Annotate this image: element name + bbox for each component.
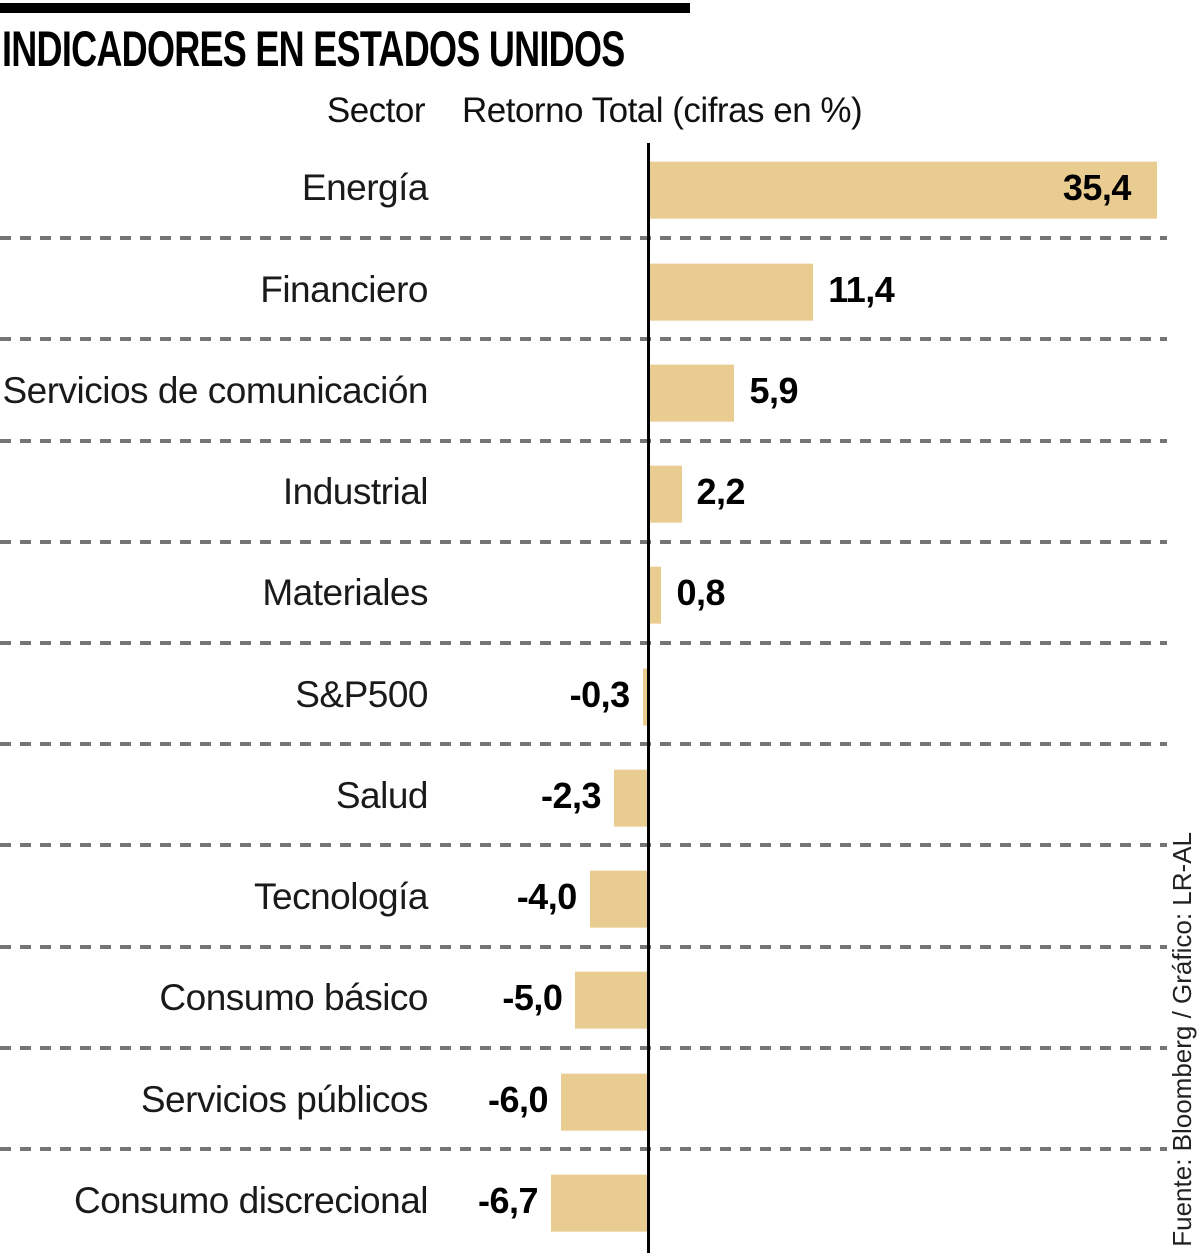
page-title: INDICADORES EN ESTADOS UNIDOS [2,21,625,77]
bar [650,566,662,624]
sector-label: Servicios de comunicación [2,370,428,412]
value-label: 0,8 [676,572,725,614]
chart-row: Industrial 2,2 [0,443,1200,544]
bar [614,769,647,827]
value-label: 2,2 [696,471,746,513]
row-separator-dashed-line [0,1147,1167,1152]
value-label: -5,0 [502,977,563,1019]
row-separator-dashed-line [0,640,1167,645]
bar [642,668,647,726]
bar [650,263,814,321]
row-separator-dashed-line [0,944,1167,949]
sector-label: S&P500 [295,673,428,715]
zero-axis-line [647,143,650,1253]
chart-row: Servicios de comunicación 5,9 [0,341,1200,443]
chart-row: Servicios públicos -6,0 [0,1050,1200,1152]
row-separator-dashed-line [0,539,1167,544]
chart-row: Financiero 11,4 [0,240,1200,342]
column-header-sector: Sector [326,91,426,130]
chart-row: Consumo básico -5,0 [0,949,1200,1050]
chart-row: Energía 35,4 [0,139,1200,241]
chart-row: Tecnología -4,0 [0,847,1200,949]
value-label: 5,9 [749,370,799,412]
row-separator-dashed-line [0,337,1167,342]
row-separator-dashed-line [0,1045,1167,1050]
row-separator-dashed-line [0,236,1167,241]
sector-label: Energía [301,167,429,209]
row-separator-dashed-line [0,843,1167,848]
bar [561,1073,647,1131]
value-label: -4,0 [516,876,578,918]
title-rule-bar [0,3,690,13]
bar [650,364,735,422]
sector-label: Financiero [260,268,428,310]
sector-label: Consumo discrecional [73,1179,429,1221]
chart-row: Salud -2,3 [0,746,1200,848]
value-label: -6,0 [488,1078,549,1120]
chart-row: S&P500 -0,3 [0,645,1200,747]
column-header-retorno: Retorno Total (cifras en %) [462,91,863,130]
row-separator-dashed-line [0,742,1167,747]
bar [589,870,647,928]
bar [650,162,1157,220]
value-label: 11,4 [828,268,895,310]
sector-label: Consumo básico [159,977,428,1019]
bar [650,465,682,523]
sector-label: Salud [335,775,429,817]
value-label: -2,3 [541,775,602,817]
bar [575,971,647,1029]
bar [551,1174,647,1232]
value-label: 35,4 [1062,167,1132,209]
value-label: -6,7 [478,1179,539,1221]
sector-label: Industrial [282,471,429,513]
row-separator-dashed-line [0,438,1167,443]
sector-label: Tecnología [254,876,428,918]
sector-label: Servicios públicos [140,1078,429,1120]
chart-row: Materiales 0,8 [0,544,1200,645]
sector-label: Materiales [262,572,428,614]
source-credit: Fuente: Bloomberg / Gráfico: LR-AL [1167,832,1197,1247]
chart-row: Consumo discrecional -6,7 [0,1151,1200,1252]
value-label: -0,3 [569,673,631,715]
